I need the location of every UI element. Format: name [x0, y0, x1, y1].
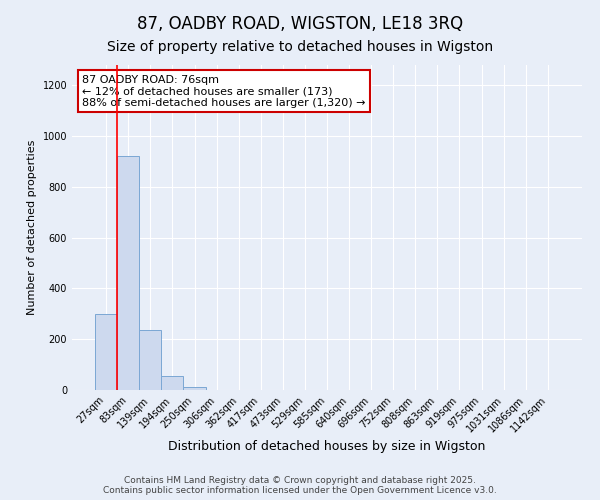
- Text: Size of property relative to detached houses in Wigston: Size of property relative to detached ho…: [107, 40, 493, 54]
- X-axis label: Distribution of detached houses by size in Wigston: Distribution of detached houses by size …: [169, 440, 485, 452]
- Text: 87 OADBY ROAD: 76sqm
← 12% of detached houses are smaller (173)
88% of semi-deta: 87 OADBY ROAD: 76sqm ← 12% of detached h…: [82, 74, 366, 108]
- Bar: [95, 314, 117, 390]
- Y-axis label: Number of detached properties: Number of detached properties: [27, 140, 37, 315]
- Bar: [161, 376, 184, 390]
- Bar: [184, 388, 206, 390]
- Bar: [139, 330, 161, 390]
- Bar: [117, 156, 139, 390]
- Text: Contains HM Land Registry data © Crown copyright and database right 2025.
Contai: Contains HM Land Registry data © Crown c…: [103, 476, 497, 495]
- Text: 87, OADBY ROAD, WIGSTON, LE18 3RQ: 87, OADBY ROAD, WIGSTON, LE18 3RQ: [137, 15, 463, 33]
